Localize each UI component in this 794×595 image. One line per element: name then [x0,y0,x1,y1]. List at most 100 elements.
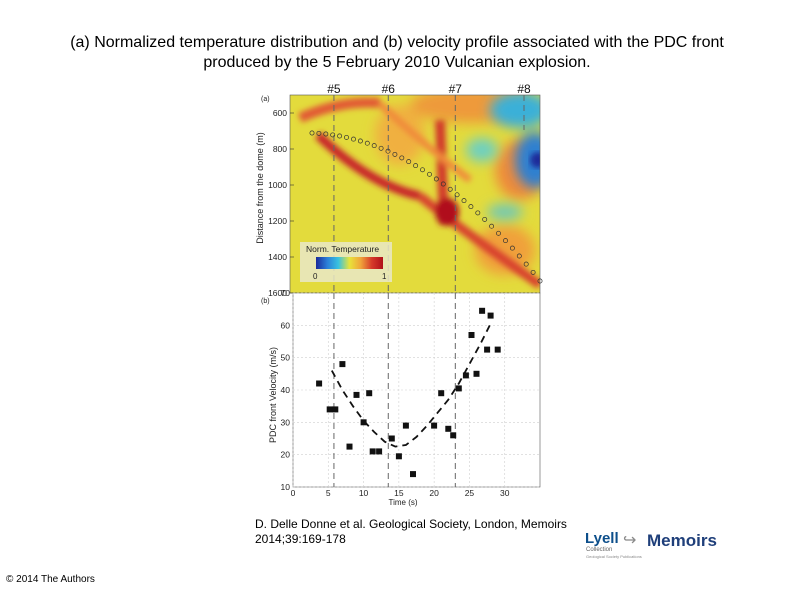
citation-line-2: 2014;39:169-178 [255,532,346,546]
scatter-x-tick-label: 30 [500,488,510,498]
front-trace-circle [357,138,363,144]
velocity-point [366,390,373,397]
heatmap-y-tick-label: 1200 [268,216,287,226]
velocity-point [473,370,480,377]
heatmap-panel-label: (a) [261,96,270,103]
front-trace-circle [399,155,405,161]
heatmap-y-ticks: 600 800 1000 1200 1400 1600 [268,108,294,298]
citation: D. Delle Donne et al. Geological Society… [255,517,595,547]
velocity-point [450,432,457,439]
logo-memoirs-text: Memoirs [647,531,717,550]
scatter-x-tick-label: 15 [394,488,404,498]
velocity-point [316,380,323,387]
front-trace-circle [516,253,522,259]
scatter-station-lines [333,293,456,487]
velocity-point [332,406,339,413]
front-trace-circle [385,148,391,154]
scatter-y-tick-label: 60 [281,320,291,330]
velocity-point [369,448,376,455]
heatmap-y-tick-label: 600 [273,108,287,118]
figure-title-line-2: produced by the 5 February 2010 Vulcania… [203,54,591,71]
front-trace-circle [496,230,501,236]
front-trace-circle [475,210,481,216]
front-trace-circle [351,136,356,142]
logo-arrow-icon: ↪ [623,532,637,549]
velocity-point [339,361,346,368]
station-label: #5 [327,82,341,96]
scatter-y-tick-label: 30 [281,417,291,427]
velocity-point [346,443,353,450]
logo-lyell-text: Lyell [585,530,619,547]
front-trace-circle [454,192,460,198]
velocity-point [487,312,494,319]
colorbar-max-label: 1 [382,272,387,281]
figure-title-line-1: (a) Normalized temperature distribution … [70,34,724,51]
front-trace-circle [309,130,315,136]
logo-collection-text: Collection [586,547,613,553]
scatter-y-tick-label: 50 [281,353,291,363]
scatter-panel-label: (b) [261,298,270,305]
scatter-y-ticks: 10 20 30 40 50 60 70 [281,288,291,492]
front-trace-circle [392,151,398,157]
front-trace-circle [503,238,508,244]
front-trace-circle [406,159,412,165]
heatmap-front-trace [309,130,543,284]
heatmap-station-labels: #5 #6 #7 #8 [327,82,531,96]
velocity-point [494,346,501,353]
colorbar-gradient [316,257,383,269]
scatter-x-axis-label: Time (s) [388,498,417,507]
velocity-scatter-panel: 0 5 10 15 20 25 30 10 20 30 40 50 60 70 (b) Time (s)… [261,288,541,507]
citation-line-1: D. Delle Donne et al. Geological Society… [255,517,567,531]
velocity-point [360,419,367,426]
heatmap-field [290,95,540,293]
velocity-point [462,372,469,379]
front-trace-circle [447,186,453,192]
logo-publisher-text: Geological Society Publications [586,554,642,559]
front-trace-circle [523,261,529,267]
front-trace-circle [461,198,467,204]
front-trace-circle [427,171,432,177]
colorbar: Norm. Temperature 0 1 [300,242,392,282]
front-trace-circle [344,134,349,140]
heatmap-y-tick-label: 1600 [268,288,287,298]
velocity-point [410,471,416,478]
front-trace-circle [420,167,425,173]
front-trace-circle [489,223,495,229]
velocity-point [438,390,445,397]
front-trace-circle [530,269,536,275]
velocity-point [479,307,486,314]
front-trace-circle [482,216,488,222]
scatter-x-tick-label: 10 [359,488,369,498]
velocity-point [468,332,475,338]
heatmap-deep-cold-spot [530,152,540,168]
front-trace-circle [468,204,474,210]
front-trace-circle [364,140,370,146]
scatter-x-tick-label: 5 [326,488,331,498]
heatmap-cold-regions [466,95,540,220]
heatmap-y-tick-label: 1400 [268,252,287,262]
lyell-memoirs-logo: Lyell ↪ Memoirs Collection Geological So… [585,528,717,562]
velocity-point [326,406,333,413]
front-trace-circle [537,278,543,284]
colorbar-label: Norm. Temperature [306,244,379,254]
velocity-point [388,435,395,442]
front-trace-circle [330,132,336,138]
scatter-x-ticks: 0 5 10 15 20 25 30 [291,488,510,498]
scatter-y-tick-label: 20 [281,450,291,460]
front-trace-circle [378,145,384,151]
heatmap-hot-fronts [297,97,540,289]
front-trace-circle [440,181,446,187]
scatter-y-axis-label: PDC front Velocity (m/s) [268,347,278,443]
front-trace-circle [323,131,329,137]
velocity-point [353,391,360,398]
velocity-point [455,385,462,392]
temperature-heatmap-panel: #5 #6 #7 #8 600 800 1000 1200 1400 1600 (a) Dist… [255,82,543,298]
front-trace-circle [316,130,322,136]
velocity-points [316,307,501,478]
scatter-y-tick-label: 10 [281,482,291,492]
front-trace-circle [433,176,439,182]
figure-title: (a) Normalized temperature distribution … [20,33,774,73]
front-trace-circle [413,163,419,169]
velocity-point [445,425,452,432]
